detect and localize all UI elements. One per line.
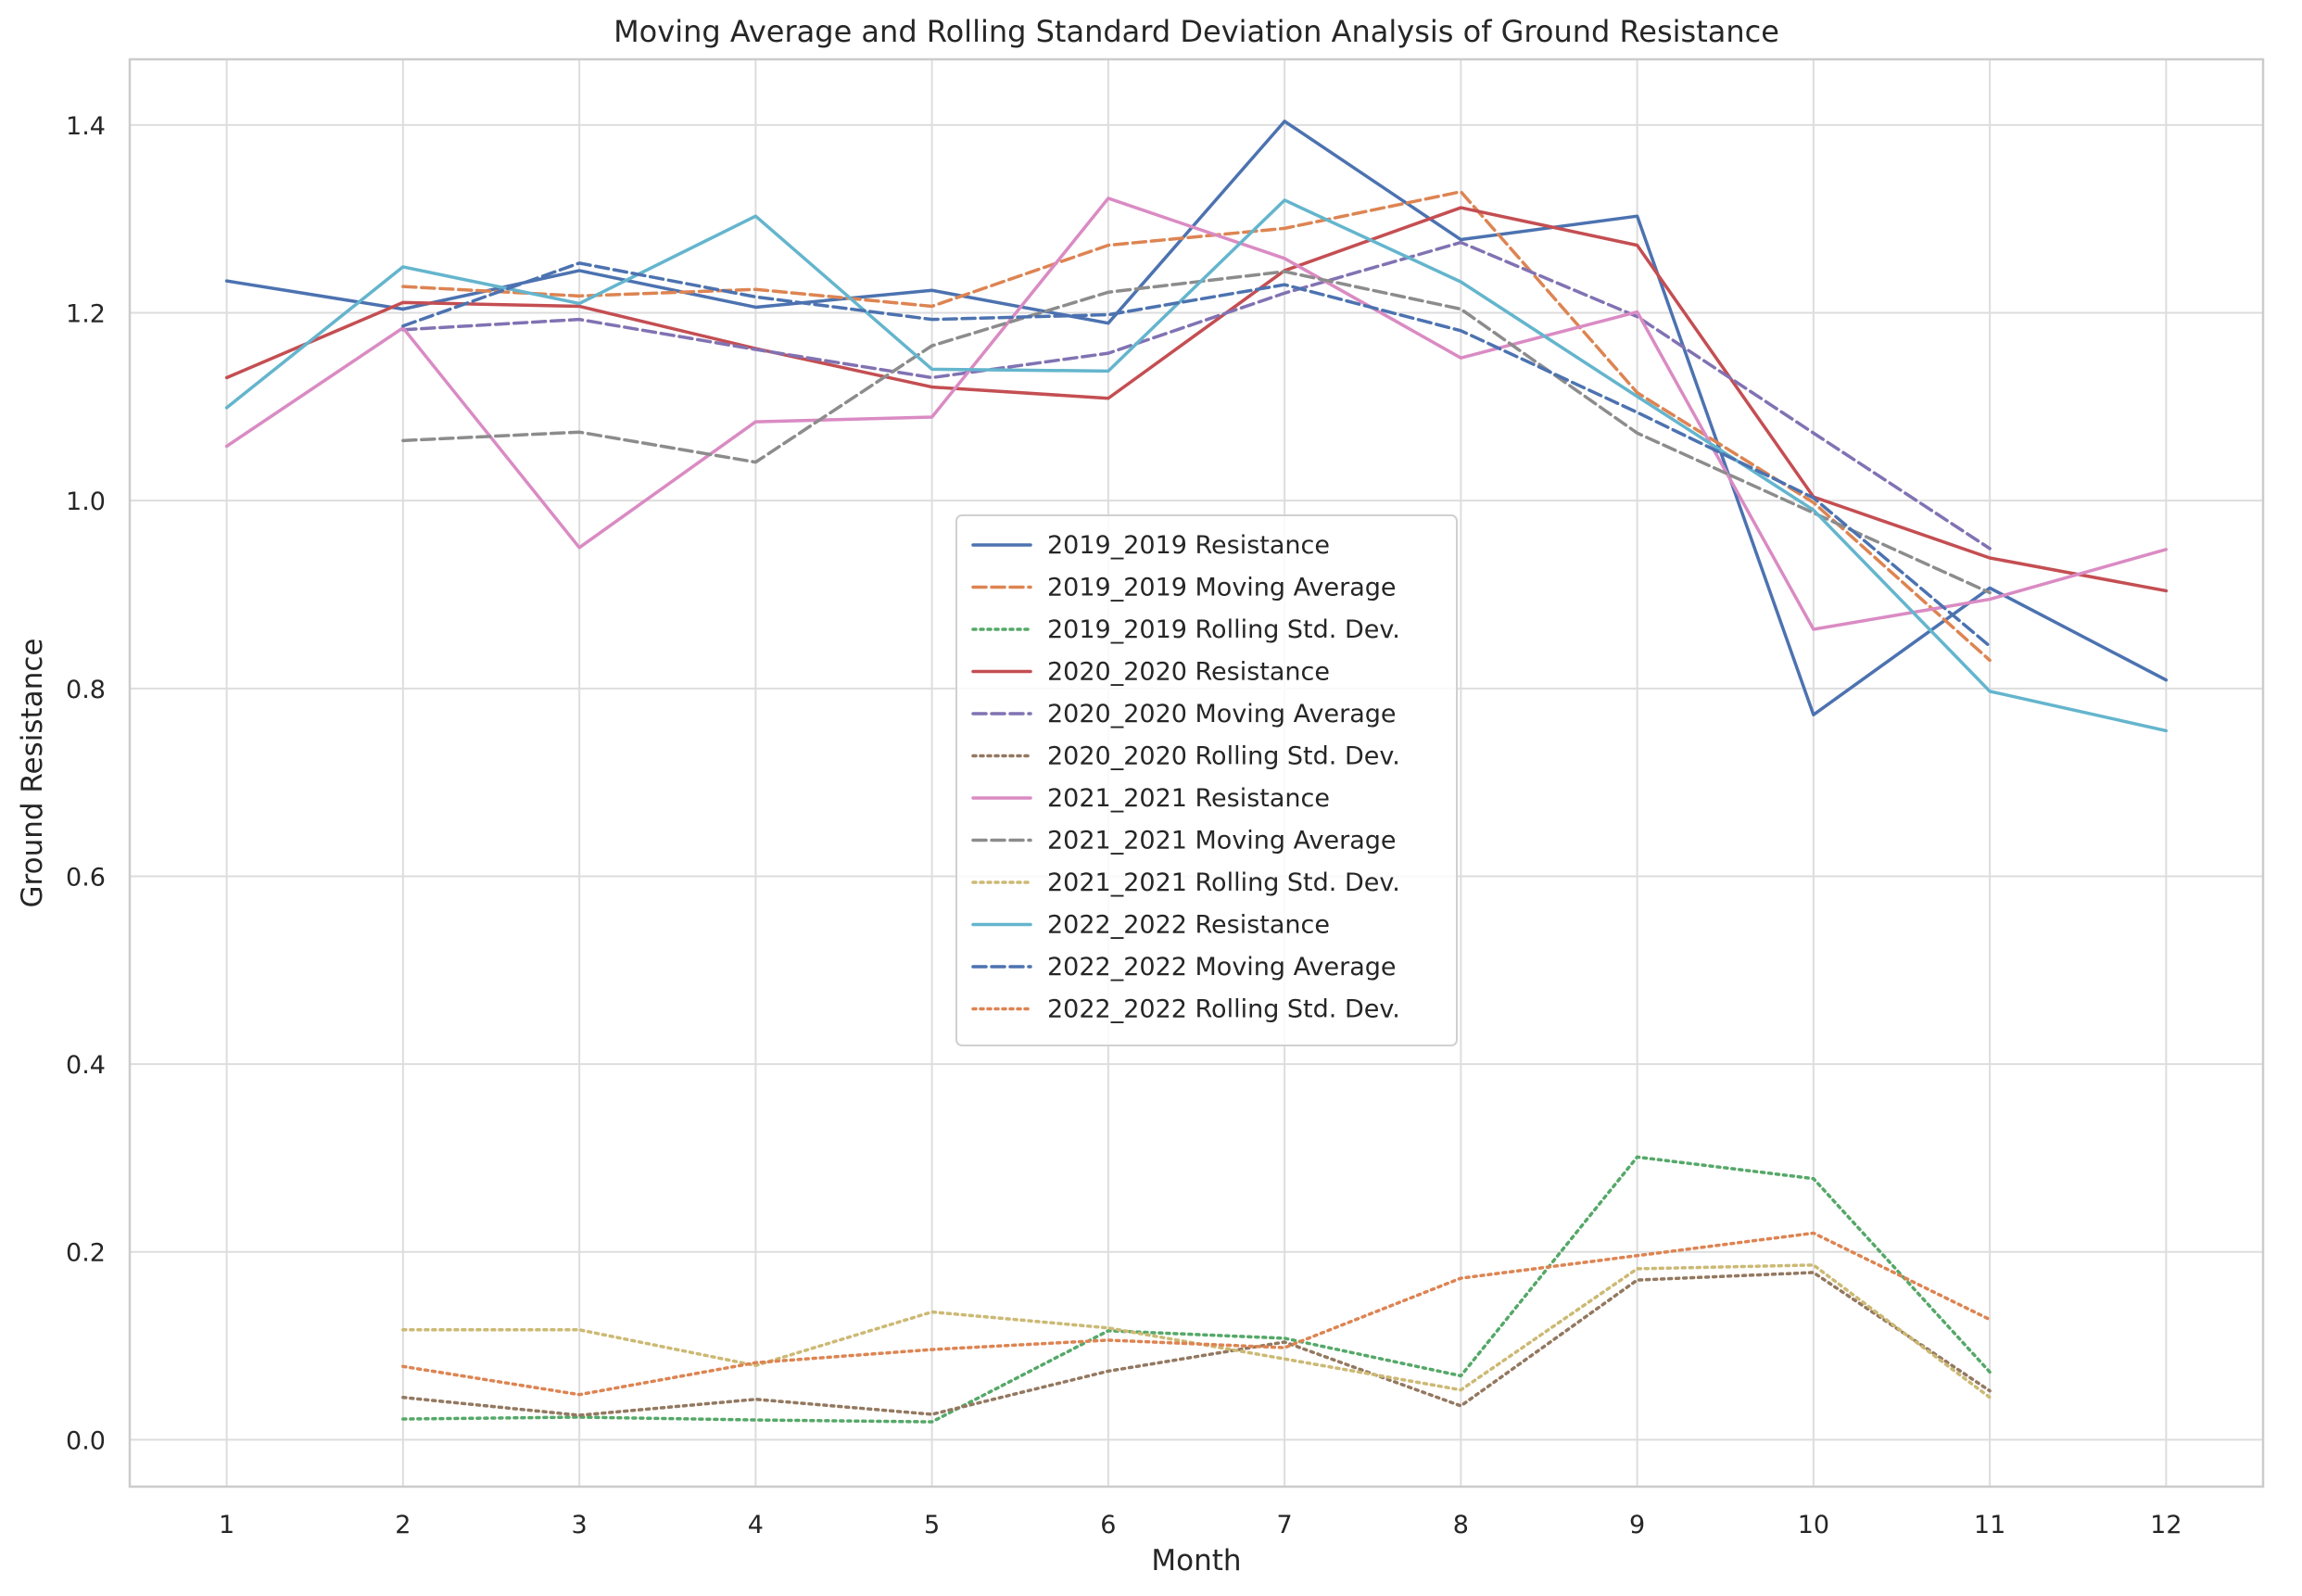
legend: 2019_2019 Resistance 2019_2019 Moving Ave…: [955, 514, 1458, 1046]
legend-label: 2022_2022 Moving Average: [1047, 953, 1397, 982]
x-tick-label: 11: [1974, 1511, 2005, 1539]
series-line-4: [224, 206, 2169, 593]
legend-label: 2020_2020 Rolling Std. Dev.: [1047, 742, 1400, 771]
legend-label: 2021_2021 Moving Average: [1047, 827, 1397, 855]
legend-label: 2022_2022 Resistance: [1047, 911, 1330, 940]
legend-label: 2020_2020 Resistance: [1047, 658, 1330, 687]
x-tick-label: 2: [395, 1511, 411, 1539]
x-tick-label: 6: [1100, 1511, 1116, 1539]
x-tick-label: 3: [572, 1511, 588, 1539]
y-tick-label: 0.8: [66, 676, 106, 704]
series-line-10: [224, 198, 2169, 733]
legend-label: 2022_2022 Rolling Std. Dev.: [1047, 995, 1400, 1024]
x-axis-ticks: 1 2 3 4 5 6 7 8 9 10 11 12: [219, 1511, 2182, 1539]
x-tick-label: 8: [1453, 1511, 1469, 1539]
legend-label: 2021_2021 Rolling Std. Dev.: [1047, 868, 1400, 897]
y-tick-label: 0.6: [66, 863, 106, 892]
x-tick-label: 10: [1798, 1511, 1829, 1539]
y-tick-label: 1.0: [66, 488, 106, 516]
series-line-6: [401, 1271, 1992, 1417]
y-axis-ticks: 0.0 0.2 0.4 0.6 0.8 1.0 1.2 1.4: [66, 112, 106, 1455]
x-tick-label: 12: [2150, 1511, 2182, 1539]
series-line-2: [401, 190, 1992, 663]
series-line-12: [401, 1231, 1992, 1397]
x-axis-label: Month: [1151, 1544, 1241, 1577]
x-tick-label: 9: [1629, 1511, 1645, 1539]
x-tick-label: 5: [924, 1511, 940, 1539]
y-tick-label: 0.0: [66, 1426, 106, 1455]
chart-title: Moving Average and Rolling Standard Devi…: [613, 14, 1779, 49]
y-tick-label: 0.4: [66, 1051, 106, 1080]
x-tick-label: 7: [1277, 1511, 1293, 1539]
legend-label: 2020_2020 Moving Average: [1047, 700, 1397, 728]
series-layer: [224, 120, 2169, 1424]
y-tick-label: 1.4: [66, 112, 106, 141]
legend-label: 2019_2019 Moving Average: [1047, 574, 1397, 602]
legend-label: 2019_2019 Resistance: [1047, 531, 1330, 560]
y-tick-label: 0.2: [66, 1239, 106, 1268]
x-tick-label: 1: [219, 1511, 234, 1539]
series-line-5: [401, 240, 1992, 551]
x-tick-label: 4: [748, 1511, 764, 1539]
series-line-1: [224, 120, 2169, 716]
series-line-8: [401, 270, 1992, 595]
legend-box: [955, 514, 1458, 1046]
series-line-11: [401, 261, 1992, 648]
legend-label: 2021_2021 Resistance: [1047, 784, 1330, 813]
series-line-7: [224, 196, 2169, 631]
series-line-3: [401, 1155, 1992, 1424]
plot-frame: [128, 57, 2265, 1488]
y-axis-label: Ground Resistance: [16, 639, 49, 908]
y-tick-label: 1.2: [66, 300, 106, 329]
legend-label: 2019_2019 Rolling Std. Dev.: [1047, 615, 1400, 644]
